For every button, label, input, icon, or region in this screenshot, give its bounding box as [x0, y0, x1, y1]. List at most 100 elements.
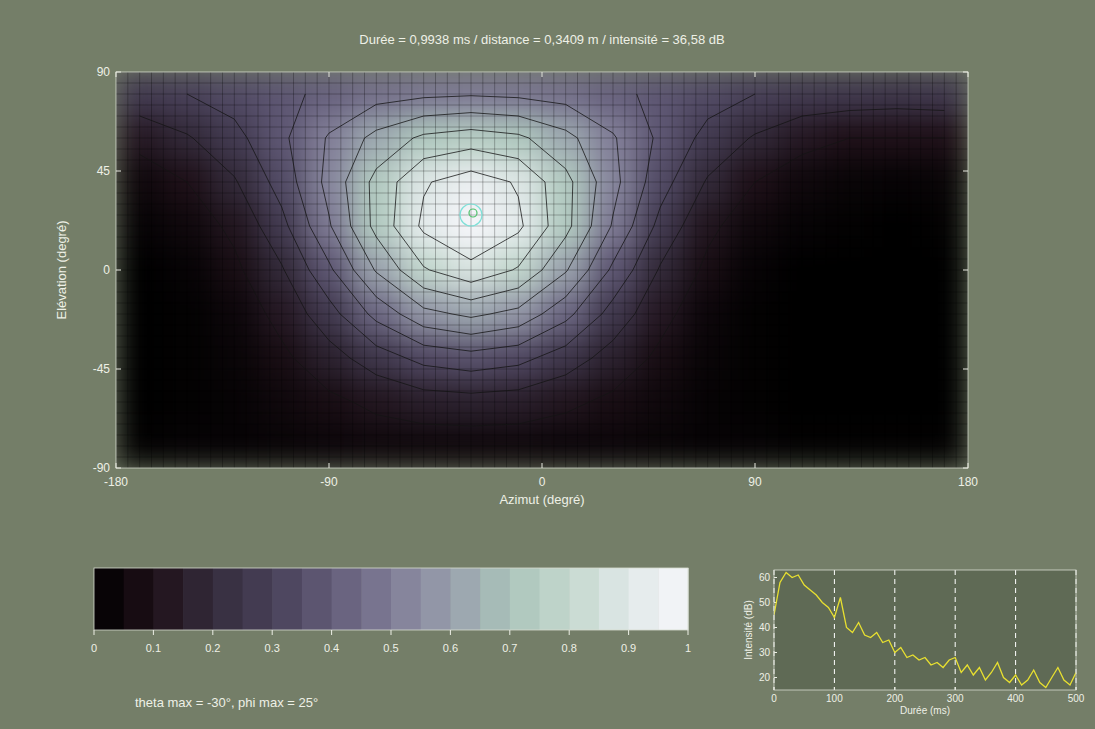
- y-tick: [116, 171, 121, 172]
- colorbar-step: [629, 568, 659, 630]
- x-tick-label: 180: [958, 475, 978, 489]
- inset-x-tick-label: 300: [947, 693, 964, 704]
- background: [0, 0, 1095, 729]
- colorbar-step: [124, 568, 154, 630]
- inset-y-tick-label: 40: [759, 622, 771, 633]
- inset-x-tick: [955, 687, 956, 690]
- colorbar-tick: [569, 630, 570, 635]
- colorbar-tick: [450, 630, 451, 635]
- colorbar-tick-label: 0.7: [502, 642, 517, 654]
- colorbar-step: [94, 568, 124, 630]
- x-tick-label: -180: [104, 475, 128, 489]
- y-tick: [963, 468, 968, 469]
- figure: Durée = 0,9938 ms / distance = 0,3409 m …: [0, 0, 1095, 729]
- inset-y-tick: [774, 652, 777, 653]
- colorbar-tick-label: 0.9: [621, 642, 636, 654]
- inset-x-tick-label: 200: [886, 693, 903, 704]
- x-tick: [968, 463, 969, 468]
- y-tick: [963, 369, 968, 370]
- contours: [140, 94, 945, 426]
- inset: 01002003004005002030405060Durée (ms)Inte…: [743, 570, 1085, 716]
- inset-x-tick-label: 100: [826, 693, 843, 704]
- colorbar-step: [302, 568, 332, 630]
- colorbar-tick: [94, 630, 95, 635]
- x-tick: [542, 72, 543, 77]
- frame: [116, 72, 968, 468]
- x-tick-label: -90: [320, 475, 338, 489]
- colorbar-step: [213, 568, 243, 630]
- mesh-lines: [116, 72, 968, 468]
- colorbar-tick: [272, 630, 273, 635]
- y-tick-label: 0: [103, 263, 110, 277]
- inset-grid-line: [1015, 570, 1016, 690]
- x-tick: [329, 463, 330, 468]
- contour-line: [369, 130, 573, 300]
- inset-x-tick: [834, 687, 835, 690]
- colorbar-tick: [331, 630, 332, 635]
- colorbar-step: [361, 568, 391, 630]
- colorbar-tick: [688, 630, 689, 635]
- y-tick: [963, 171, 968, 172]
- contour-line: [346, 113, 597, 318]
- colorbar-tick-label: 0.8: [562, 642, 577, 654]
- x-tick-label: 90: [748, 475, 762, 489]
- x-tick: [116, 463, 117, 468]
- inset-frame: [774, 570, 1076, 690]
- colorbar-step: [599, 568, 629, 630]
- x-tick: [329, 72, 330, 77]
- colorbar-tick-label: 0.3: [265, 642, 280, 654]
- colorbar-step: [569, 568, 599, 630]
- colorbar-tick: [628, 630, 629, 635]
- x-tick: [116, 72, 117, 77]
- x-tick: [542, 463, 543, 468]
- inset-grid-line: [894, 570, 895, 690]
- y-tick-label: 90: [97, 65, 111, 79]
- colorbar-tick: [212, 630, 213, 635]
- colorbar-step: [332, 568, 362, 630]
- max-marker: [460, 204, 482, 226]
- inset-y-tick-label: 20: [759, 672, 771, 683]
- inset-x-axis-title: Durée (ms): [900, 705, 950, 716]
- y-tick-label: -45: [93, 362, 111, 376]
- colorbar-step: [243, 568, 273, 630]
- heatmap: [116, 72, 968, 468]
- inset-x-tick-label: 500: [1068, 693, 1085, 704]
- colorbar-step: [391, 568, 421, 630]
- colorbar-tick-label: 0.5: [383, 642, 398, 654]
- colorbar-step: [153, 568, 183, 630]
- y-tick: [116, 369, 121, 370]
- x-tick: [755, 72, 756, 77]
- contour-line: [394, 149, 548, 282]
- inset-grid-line: [955, 570, 956, 690]
- colorbar-step: [540, 568, 570, 630]
- colorbar-step: [183, 568, 213, 630]
- title: Durée = 0,9938 ms / distance = 0,3409 m …: [359, 32, 724, 47]
- inset-y-tick: [774, 627, 777, 628]
- colorbar-tick: [391, 630, 392, 635]
- colorbar: 00.10.20.30.40.50.60.70.80.91: [91, 568, 691, 654]
- colorbar-step: [272, 568, 302, 630]
- y-tick-label: 45: [97, 164, 111, 178]
- cells: [116, 72, 968, 468]
- x-tick: [755, 463, 756, 468]
- inset-y-tick-label: 60: [759, 572, 771, 583]
- inset-y-axis-title: Intensité (dB): [743, 600, 754, 659]
- max-label: theta max = -30°, phi max = 25°: [135, 695, 318, 710]
- colorbar-tick-label: 0.6: [443, 642, 458, 654]
- colorbar-step: [510, 568, 540, 630]
- inset-y-tick: [774, 577, 777, 578]
- contour-line: [322, 96, 621, 335]
- x-tick-label: 0: [539, 475, 546, 489]
- contour-line: [140, 109, 945, 394]
- x-axis-title: Azimut (degré): [499, 492, 584, 507]
- mesh: [116, 72, 968, 468]
- inset-y-tick-label: 50: [759, 597, 771, 608]
- y-axis-title: Elévation (degré): [54, 221, 69, 320]
- inset-x-tick-label: 400: [1007, 693, 1024, 704]
- colorbar-tick-label: 0: [91, 642, 97, 654]
- contour-line: [187, 94, 755, 371]
- y-tick: [116, 468, 121, 469]
- colorbar-tick: [509, 630, 510, 635]
- y-tick: [116, 270, 121, 271]
- colorbar-step: [450, 568, 480, 630]
